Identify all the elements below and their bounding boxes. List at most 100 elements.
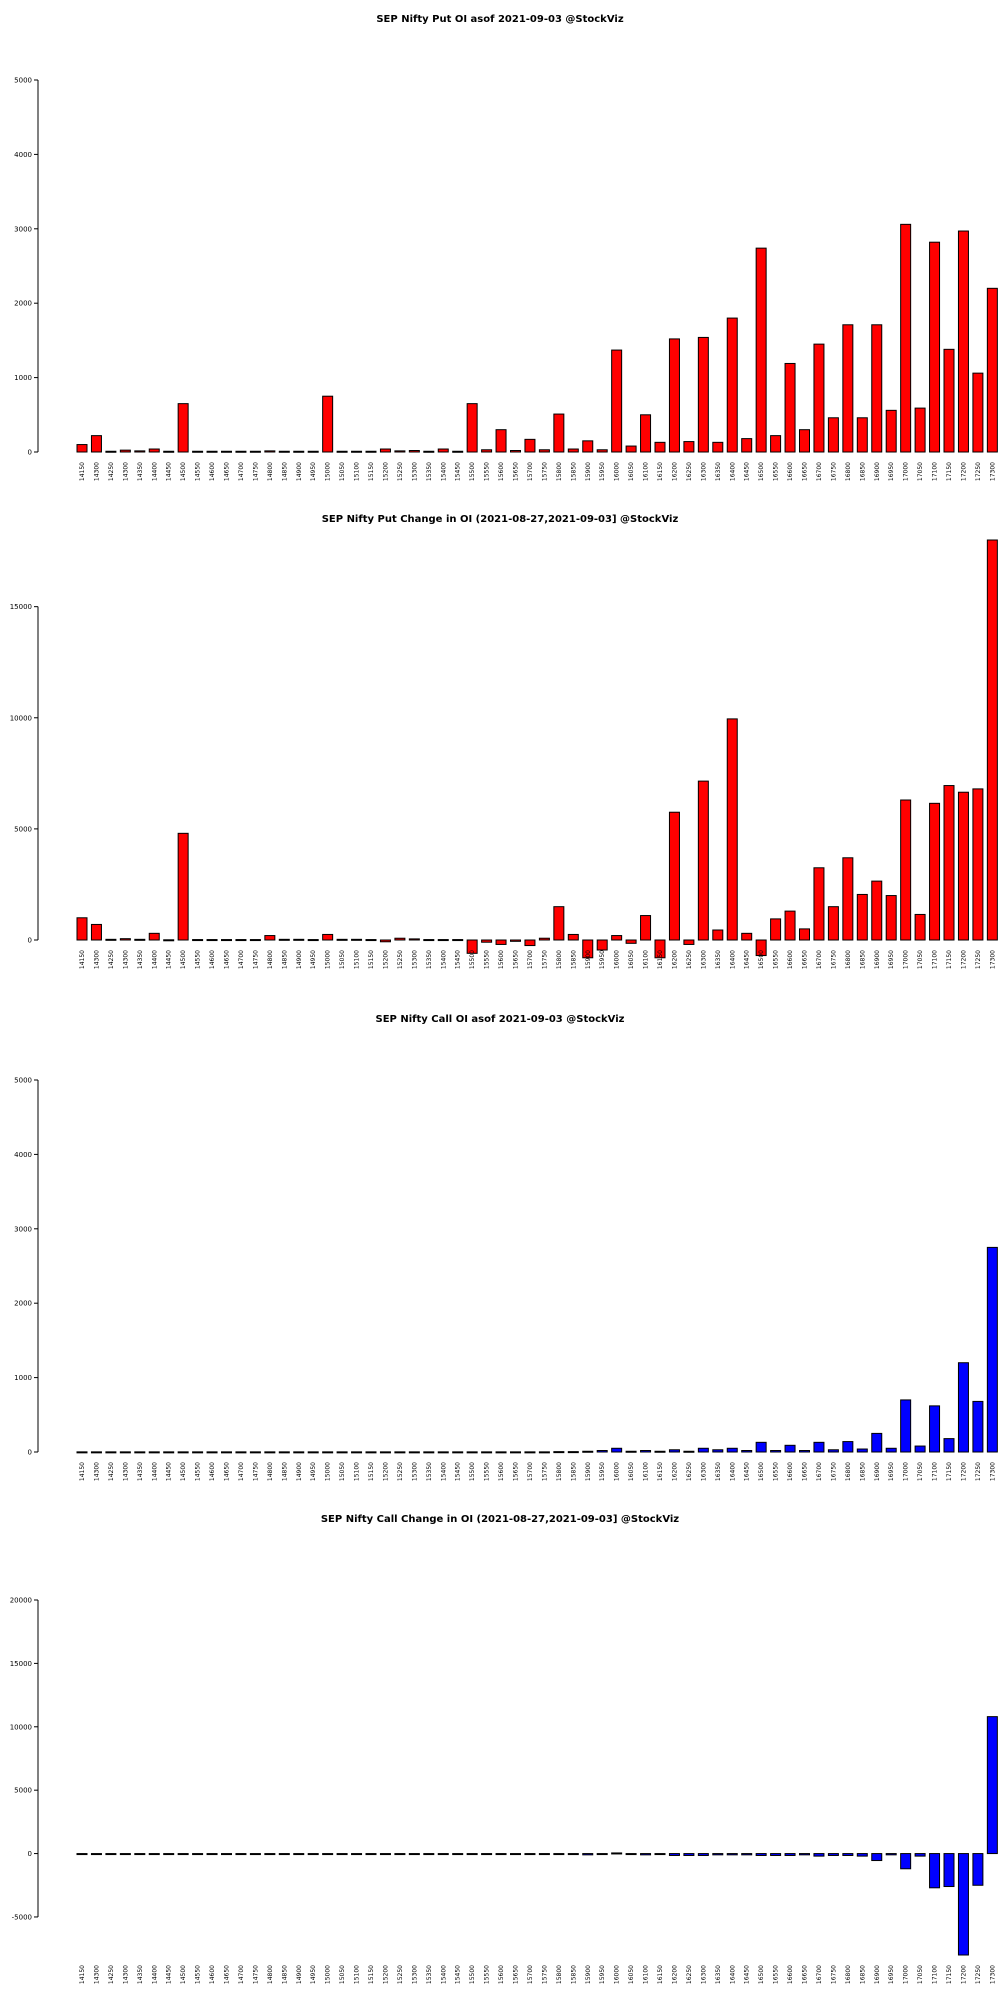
bar bbox=[986, 539, 998, 941]
x-tick-label: 16950 bbox=[888, 462, 895, 481]
y-tick-label: 15000 bbox=[10, 1660, 32, 1668]
bar bbox=[827, 1853, 839, 1856]
bar bbox=[119, 1451, 131, 1454]
x-tick-label: 15950 bbox=[599, 950, 606, 969]
x-tick-label: 15400 bbox=[440, 1965, 447, 1984]
bar bbox=[799, 429, 810, 453]
bar bbox=[957, 230, 969, 453]
x-tick-label: 15100 bbox=[354, 950, 361, 969]
y-tick-label: 5000 bbox=[14, 1787, 32, 1795]
bar bbox=[206, 1853, 218, 1856]
bar bbox=[567, 1451, 579, 1454]
x-tick-label: 17100 bbox=[932, 462, 939, 481]
x-tick-label: 14300 bbox=[122, 1965, 129, 1984]
bar bbox=[900, 799, 912, 941]
bar bbox=[654, 1853, 666, 1856]
x-tick-label: 16200 bbox=[671, 1462, 678, 1481]
x-tick-label: 14450 bbox=[166, 462, 173, 481]
bar bbox=[249, 939, 261, 942]
x-tick-label: 15150 bbox=[368, 462, 375, 481]
x-tick-label: 15950 bbox=[599, 1965, 606, 1984]
x-tick-label: 15050 bbox=[339, 1462, 346, 1481]
bar bbox=[799, 928, 810, 941]
x-tick-label: 14150 bbox=[79, 1965, 86, 1984]
x-tick-label: 15700 bbox=[527, 1462, 534, 1481]
bar bbox=[394, 450, 406, 453]
x-tick-label: 14250 bbox=[108, 950, 115, 969]
y-tick-label: 3000 bbox=[14, 1225, 32, 1233]
bar bbox=[625, 1450, 637, 1453]
bar bbox=[640, 1450, 652, 1453]
bar bbox=[900, 1399, 912, 1453]
x-tick-label: 15700 bbox=[527, 1965, 534, 1984]
x-tick-label: 14400 bbox=[151, 950, 158, 969]
bar bbox=[206, 939, 218, 942]
x-tick-label: 15450 bbox=[455, 462, 462, 481]
y-tick-label: 2000 bbox=[14, 300, 32, 308]
bar bbox=[553, 413, 565, 453]
bar bbox=[192, 1451, 204, 1454]
bar bbox=[408, 450, 420, 453]
bar bbox=[770, 435, 782, 453]
bar bbox=[827, 906, 839, 941]
x-tick-label: 15050 bbox=[339, 950, 346, 969]
x-tick-label: 14900 bbox=[296, 1462, 303, 1481]
x-tick-label: 15250 bbox=[397, 1462, 404, 1481]
x-tick-label: 16900 bbox=[874, 1965, 881, 1984]
bar bbox=[76, 1451, 88, 1454]
x-tick-label: 16000 bbox=[614, 1965, 621, 1984]
bar bbox=[278, 1853, 290, 1856]
x-tick-label: 17050 bbox=[917, 462, 924, 481]
x-tick-label: 14600 bbox=[209, 1965, 216, 1984]
bar bbox=[625, 939, 637, 944]
bar bbox=[452, 1853, 464, 1856]
x-tick-label: 16550 bbox=[773, 1965, 780, 1984]
bar bbox=[365, 1451, 377, 1454]
x-tick-label: 16800 bbox=[845, 1462, 852, 1481]
x-tick-label: 15550 bbox=[484, 1965, 491, 1984]
x-tick-label: 14850 bbox=[281, 1462, 288, 1481]
bar bbox=[871, 324, 883, 453]
bar bbox=[351, 1451, 363, 1454]
x-tick-label: 15000 bbox=[325, 1965, 332, 1984]
bar bbox=[90, 923, 102, 941]
bar bbox=[105, 1853, 117, 1856]
bar bbox=[481, 1853, 493, 1856]
bar bbox=[871, 1432, 883, 1453]
bar bbox=[943, 348, 955, 453]
bar bbox=[842, 857, 854, 941]
y-tick-label: -5000 bbox=[12, 1913, 32, 1921]
bar bbox=[423, 450, 435, 453]
bar bbox=[177, 832, 189, 941]
bar bbox=[524, 1853, 536, 1856]
bar bbox=[538, 1853, 550, 1856]
bar bbox=[336, 450, 348, 453]
x-tick-label: 14400 bbox=[151, 1462, 158, 1481]
x-tick-label: 16600 bbox=[787, 950, 794, 969]
bar bbox=[856, 1853, 868, 1857]
bar bbox=[365, 939, 377, 942]
x-tick-label: 14900 bbox=[296, 462, 303, 481]
x-tick-label: 15950 bbox=[599, 1462, 606, 1481]
bar bbox=[293, 1853, 305, 1856]
x-tick-label: 16200 bbox=[671, 462, 678, 481]
bar bbox=[452, 1451, 464, 1454]
x-tick-label: 16550 bbox=[773, 1462, 780, 1481]
x-tick-label: 17000 bbox=[903, 1965, 910, 1984]
bar bbox=[466, 403, 478, 453]
bar bbox=[177, 1451, 189, 1454]
y-tick-label: 20000 bbox=[10, 1597, 32, 1605]
bar bbox=[943, 1438, 955, 1453]
x-tick-label: 17000 bbox=[903, 1462, 910, 1481]
x-tick-label: 15350 bbox=[426, 1462, 433, 1481]
bar bbox=[365, 450, 377, 453]
x-tick-label: 14700 bbox=[238, 462, 245, 481]
x-tick-label: 16750 bbox=[830, 1462, 837, 1481]
x-tick-label: 16150 bbox=[657, 462, 664, 481]
x-tick-label: 17100 bbox=[932, 1462, 939, 1481]
bar bbox=[510, 1853, 521, 1856]
bar bbox=[365, 1853, 377, 1856]
bar bbox=[394, 937, 406, 941]
x-tick-label: 15500 bbox=[469, 1462, 476, 1481]
x-tick-label: 15100 bbox=[354, 1965, 361, 1984]
